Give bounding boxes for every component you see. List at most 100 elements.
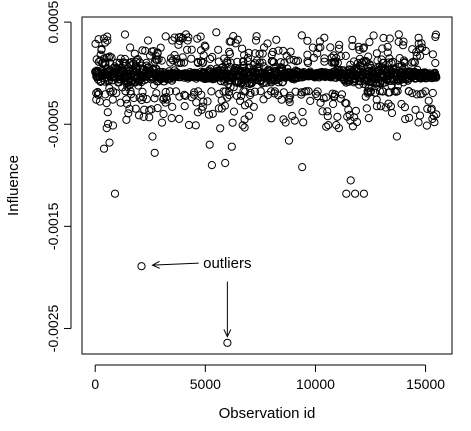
data-point (311, 89, 320, 99)
data-point (240, 51, 249, 60)
data-point (145, 106, 154, 115)
data-point (157, 118, 167, 127)
data-point (157, 56, 166, 65)
outlier-point (144, 36, 153, 45)
data-point (285, 93, 294, 102)
outlier-point (221, 158, 230, 168)
data-point (336, 52, 345, 61)
data-point (431, 30, 440, 39)
data-point (383, 42, 392, 51)
data-point (412, 90, 421, 99)
data-point (408, 45, 417, 54)
data-point (348, 35, 357, 44)
outlier-point (212, 28, 221, 37)
data-point (274, 46, 283, 55)
data-point (362, 104, 371, 113)
data-point (286, 47, 295, 56)
outlier-point (223, 338, 232, 347)
data-point (190, 88, 199, 97)
data-point (387, 108, 397, 118)
data-point (231, 39, 240, 48)
points-layer (91, 28, 441, 347)
outliers-label: outliers (203, 255, 251, 272)
data-point (220, 54, 229, 63)
data-point (372, 49, 381, 58)
data-point (92, 89, 101, 98)
outlier-point (205, 140, 214, 149)
data-point (258, 49, 267, 58)
data-point (199, 51, 208, 60)
outlier-point (161, 32, 170, 41)
data-point (298, 107, 307, 117)
data-point (167, 114, 176, 123)
x-tick-label: 15000 (406, 376, 445, 392)
data-point (187, 54, 196, 63)
data-point (94, 89, 104, 98)
data-point (92, 55, 101, 64)
data-point (217, 104, 226, 113)
data-point (279, 46, 288, 56)
data-point (159, 95, 168, 104)
data-point (418, 43, 427, 52)
data-point (349, 57, 358, 66)
data-point (126, 43, 135, 52)
data-point (324, 121, 333, 130)
data-point (184, 120, 194, 130)
outlier-point (351, 189, 360, 198)
data-point (208, 52, 217, 62)
data-point (101, 58, 110, 68)
data-point (258, 58, 267, 67)
data-point (293, 56, 303, 65)
data-point (228, 118, 237, 127)
data-point (369, 31, 378, 40)
data-point (107, 53, 116, 62)
data-point (244, 111, 254, 120)
data-point (388, 57, 397, 66)
data-point (246, 90, 255, 100)
y-tick-label: -0.0015 (45, 202, 61, 250)
data-point (178, 53, 187, 62)
data-point (351, 106, 360, 115)
data-point (383, 48, 392, 57)
data-point (341, 51, 350, 61)
data-point (415, 44, 425, 53)
data-point (365, 38, 374, 47)
data-point (421, 87, 430, 96)
data-point (240, 123, 249, 132)
data-point (232, 91, 241, 101)
data-point (400, 58, 409, 68)
data-point (359, 57, 368, 66)
data-point (180, 90, 189, 100)
data-point (102, 99, 111, 108)
data-point (400, 103, 409, 112)
data-point (357, 58, 366, 68)
data-point (332, 121, 341, 130)
data-point (320, 33, 329, 42)
data-point (125, 104, 134, 114)
data-point (281, 118, 290, 127)
data-point (181, 30, 191, 39)
data-point (334, 124, 343, 133)
data-point (137, 95, 146, 105)
data-point (411, 105, 420, 114)
data-point (299, 118, 308, 127)
data-point (341, 98, 350, 108)
data-point (249, 102, 258, 111)
data-point (175, 114, 184, 124)
data-point (168, 56, 177, 65)
data-point (422, 121, 431, 130)
data-point (267, 114, 276, 123)
data-point (153, 104, 162, 113)
data-point (276, 58, 285, 67)
annotations-layer: outliers (151, 255, 251, 338)
data-point (103, 108, 112, 117)
x-tick-label: 5000 (190, 376, 221, 392)
data-point (226, 37, 236, 46)
plot-area (81, 16, 453, 355)
data-point (224, 88, 233, 97)
data-point (378, 87, 387, 96)
data-point (320, 54, 329, 63)
data-point (165, 87, 174, 96)
data-point (253, 56, 262, 65)
data-point (179, 58, 189, 67)
